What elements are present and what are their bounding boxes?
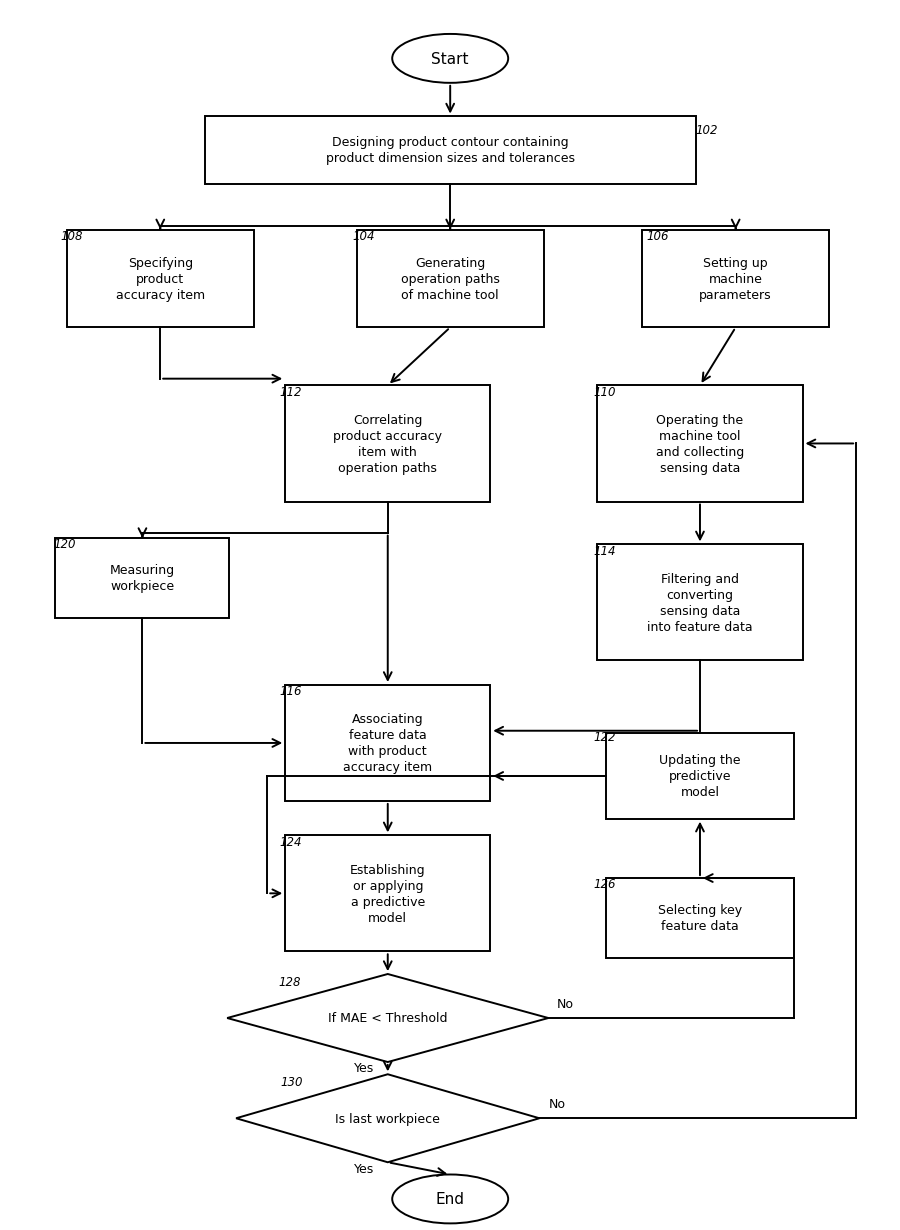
- Text: Setting up
machine
parameters: Setting up machine parameters: [699, 257, 771, 301]
- Text: 106: 106: [646, 230, 669, 242]
- Text: Start: Start: [431, 52, 469, 66]
- Text: Yes: Yes: [354, 1061, 374, 1075]
- Text: 110: 110: [593, 386, 616, 400]
- Text: Measuring
workpiece: Measuring workpiece: [110, 563, 175, 593]
- Text: Generating
operation paths
of machine tool: Generating operation paths of machine to…: [400, 257, 500, 301]
- Text: Establishing
or applying
a predictive
model: Establishing or applying a predictive mo…: [350, 863, 426, 924]
- Text: If MAE < Threshold: If MAE < Threshold: [328, 1011, 447, 1025]
- Text: 104: 104: [352, 230, 374, 242]
- Text: 108: 108: [60, 230, 83, 242]
- Text: Filtering and
converting
sensing data
into feature data: Filtering and converting sensing data in…: [647, 572, 752, 633]
- Text: No: No: [557, 998, 574, 1010]
- Text: Designing product contour containing
product dimension sizes and tolerances: Designing product contour containing pro…: [326, 137, 574, 165]
- Text: Updating the
predictive
model: Updating the predictive model: [659, 754, 741, 798]
- Text: 114: 114: [593, 545, 616, 558]
- Text: 102: 102: [695, 123, 717, 137]
- Text: Selecting key
feature data: Selecting key feature data: [658, 904, 742, 932]
- Text: End: End: [436, 1192, 464, 1207]
- Text: 120: 120: [53, 538, 76, 551]
- Text: Associating
feature data
with product
accuracy item: Associating feature data with product ac…: [343, 713, 432, 774]
- Text: 126: 126: [593, 877, 616, 891]
- Text: Is last workpiece: Is last workpiece: [335, 1112, 440, 1124]
- Text: 122: 122: [593, 731, 616, 744]
- Text: 116: 116: [279, 684, 302, 697]
- Text: No: No: [548, 1097, 565, 1111]
- Text: Yes: Yes: [354, 1162, 374, 1175]
- Text: 124: 124: [279, 835, 302, 849]
- Text: Operating the
machine tool
and collecting
sensing data: Operating the machine tool and collectin…: [655, 413, 743, 475]
- Text: 112: 112: [279, 386, 302, 400]
- Text: 128: 128: [278, 975, 301, 988]
- Text: 130: 130: [281, 1075, 303, 1089]
- Text: Correlating
product accuracy
item with
operation paths: Correlating product accuracy item with o…: [333, 413, 442, 475]
- Text: Specifying
product
accuracy item: Specifying product accuracy item: [116, 257, 204, 301]
